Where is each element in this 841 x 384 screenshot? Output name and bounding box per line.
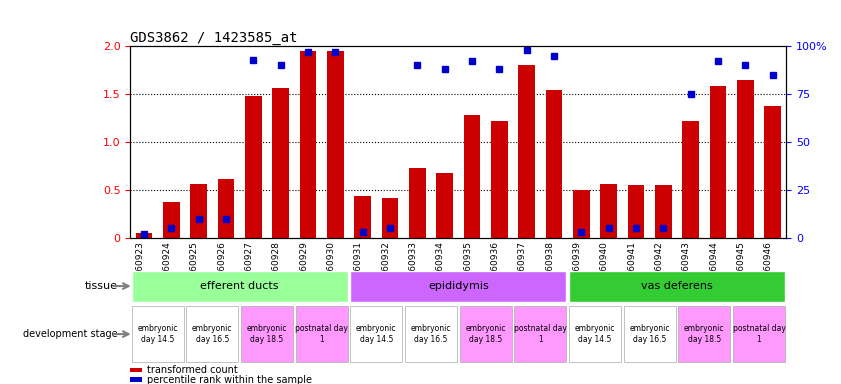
Text: postnatal day
1: postnatal day 1 <box>733 324 785 344</box>
Bar <box>491 121 507 238</box>
Bar <box>573 190 590 238</box>
FancyBboxPatch shape <box>187 306 238 362</box>
Bar <box>135 233 152 238</box>
Text: embryonic
day 18.5: embryonic day 18.5 <box>246 324 288 344</box>
Bar <box>682 121 699 238</box>
Bar <box>436 173 452 238</box>
Bar <box>600 184 616 238</box>
FancyBboxPatch shape <box>351 306 402 362</box>
Text: embryonic
day 16.5: embryonic day 16.5 <box>192 324 233 344</box>
Bar <box>246 96 262 238</box>
FancyBboxPatch shape <box>569 306 621 362</box>
Text: GDS3862 / 1423585_at: GDS3862 / 1423585_at <box>130 31 298 45</box>
Text: postnatal day
1: postnatal day 1 <box>295 324 348 344</box>
Bar <box>163 202 179 238</box>
Bar <box>299 51 316 238</box>
Text: embryonic
day 14.5: embryonic day 14.5 <box>574 324 616 344</box>
FancyBboxPatch shape <box>241 306 293 362</box>
Text: embryonic
day 18.5: embryonic day 18.5 <box>465 324 506 344</box>
FancyBboxPatch shape <box>296 306 347 362</box>
Bar <box>546 90 562 238</box>
Bar <box>764 106 780 238</box>
Text: vas deferens: vas deferens <box>641 281 713 291</box>
Bar <box>737 80 754 238</box>
FancyBboxPatch shape <box>460 306 511 362</box>
Text: development stage: development stage <box>23 329 117 339</box>
Bar <box>327 51 343 238</box>
FancyBboxPatch shape <box>624 306 675 362</box>
Bar <box>130 377 142 382</box>
Text: embryonic
day 18.5: embryonic day 18.5 <box>684 324 725 344</box>
Bar <box>218 179 234 238</box>
FancyBboxPatch shape <box>679 306 730 362</box>
Text: efferent ducts: efferent ducts <box>200 281 279 291</box>
Bar <box>272 88 288 238</box>
Text: epididymis: epididymis <box>428 281 489 291</box>
FancyBboxPatch shape <box>405 306 457 362</box>
Text: postnatal day
1: postnatal day 1 <box>514 324 567 344</box>
FancyBboxPatch shape <box>515 306 566 362</box>
Bar <box>627 185 644 238</box>
FancyBboxPatch shape <box>569 270 785 302</box>
FancyBboxPatch shape <box>733 306 785 362</box>
Bar <box>130 368 142 372</box>
Bar <box>409 168 426 238</box>
Text: tissue: tissue <box>84 281 117 291</box>
Bar <box>655 185 671 238</box>
FancyBboxPatch shape <box>132 306 183 362</box>
Bar <box>710 86 726 238</box>
Text: percentile rank within the sample: percentile rank within the sample <box>146 374 312 384</box>
Text: embryonic
day 14.5: embryonic day 14.5 <box>356 324 397 344</box>
Text: embryonic
day 16.5: embryonic day 16.5 <box>629 324 670 344</box>
FancyBboxPatch shape <box>351 270 566 302</box>
Bar <box>354 196 371 238</box>
Text: embryonic
day 16.5: embryonic day 16.5 <box>410 324 452 344</box>
Bar <box>463 115 480 238</box>
Bar <box>382 198 398 238</box>
Text: embryonic
day 14.5: embryonic day 14.5 <box>137 324 178 344</box>
FancyBboxPatch shape <box>132 270 347 302</box>
Text: transformed count: transformed count <box>146 365 237 375</box>
Bar <box>190 184 207 238</box>
Bar <box>518 65 535 238</box>
